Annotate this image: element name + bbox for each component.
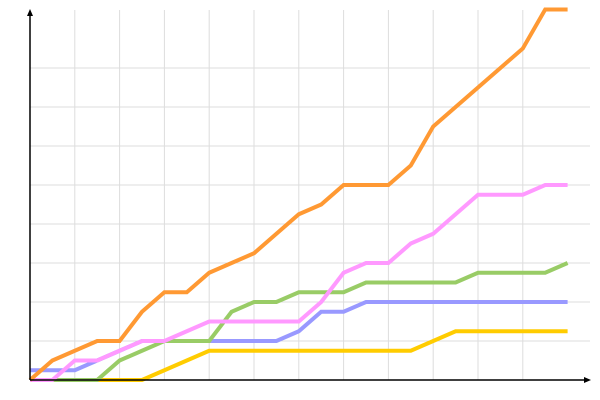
- series-line-3: [30, 183, 568, 382]
- series-line-4: [28, 7, 568, 382]
- x-axis-arrow: [584, 377, 591, 383]
- series-line-2: [30, 261, 569, 382]
- axes: [27, 9, 591, 383]
- series-group: [28, 7, 569, 382]
- y-axis-arrow: [27, 9, 33, 16]
